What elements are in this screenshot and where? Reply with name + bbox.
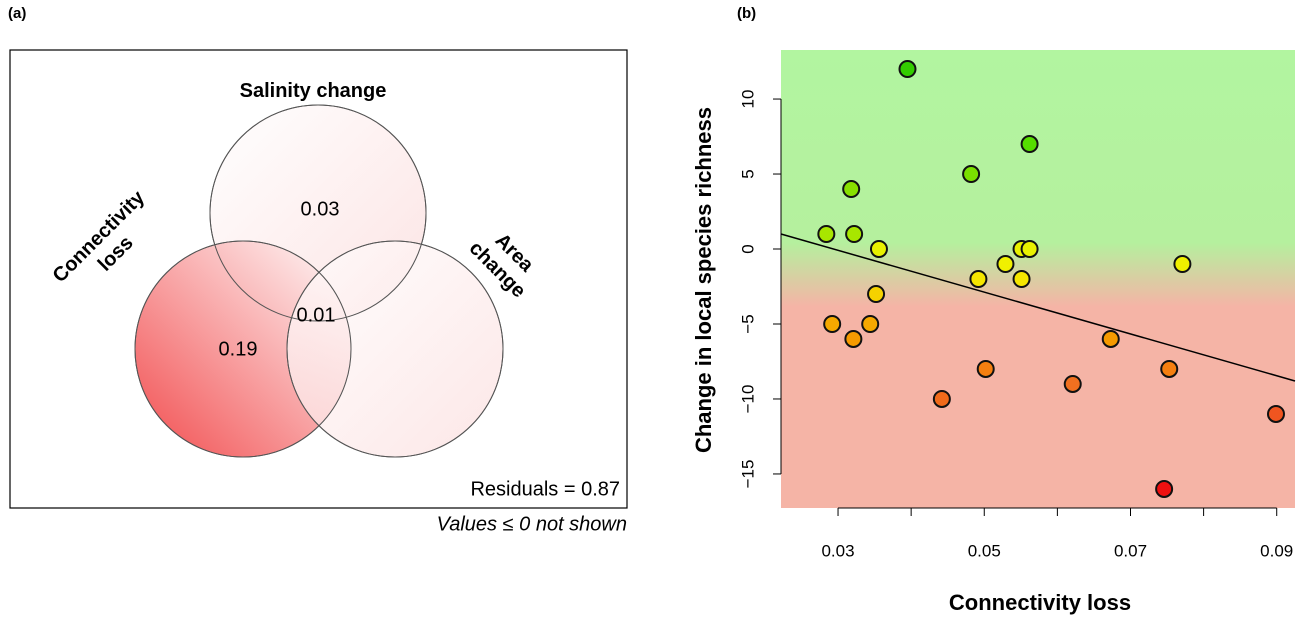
plot-background	[781, 50, 1295, 508]
x-tick-label: 0.09	[1260, 541, 1293, 560]
venn-outline	[134, 240, 352, 458]
venn-frame	[9, 49, 628, 509]
venn-outline	[286, 240, 504, 458]
point	[932, 389, 951, 408]
point	[1155, 479, 1174, 498]
scatter-panel: 0.03 0.05 0.07 0.09 −15 −10 −5 0 5 10 Connectivity…	[691, 50, 1296, 615]
note: Values ≤ 0 not shown	[437, 513, 627, 535]
point	[996, 255, 1015, 274]
point	[976, 359, 995, 378]
region-value: 0.01	[297, 304, 336, 326]
panel-label: (a)	[8, 5, 26, 22]
set-label: Salinity change	[240, 80, 387, 102]
y-tick-label: 10	[738, 90, 757, 109]
set-label-line: Connectivity	[49, 186, 150, 287]
venn-outline	[209, 104, 427, 322]
x-tick-label: 0.05	[968, 541, 1001, 560]
y-axis-label: Change in local species richness	[691, 107, 716, 453]
point	[867, 284, 886, 303]
point	[817, 225, 836, 244]
point	[842, 180, 861, 199]
point	[1063, 374, 1082, 393]
x-tick-label: 0.03	[821, 541, 854, 560]
y-tick-label: 5	[738, 169, 757, 178]
point	[1160, 359, 1179, 378]
y-tick-label: 0	[738, 244, 757, 253]
set-label: Connectivityloss	[49, 186, 167, 304]
trend-line	[780, 233, 1296, 382]
point	[869, 240, 888, 259]
point	[1012, 270, 1031, 288]
venn-circle	[286, 240, 504, 458]
point	[962, 165, 981, 184]
x-tick-label: 0.07	[1114, 541, 1147, 560]
point	[844, 329, 863, 348]
point	[1173, 255, 1192, 274]
point	[969, 270, 988, 288]
point	[1020, 240, 1039, 259]
point	[845, 225, 864, 244]
y-tick-label: −10	[738, 385, 757, 414]
panel-label: (b)	[737, 5, 756, 22]
point	[1020, 135, 1039, 154]
set-label-line: Salinity change	[240, 80, 387, 102]
point	[1101, 329, 1120, 348]
y-tick-label: −15	[738, 460, 757, 489]
point	[1266, 404, 1285, 423]
residuals-label: Residuals = 0.87	[470, 478, 620, 500]
x-axis-label: Connectivity loss	[949, 590, 1131, 615]
y-tick-label: −5	[738, 314, 757, 333]
region-value: 0.19	[219, 338, 258, 360]
point	[861, 314, 880, 333]
region-value: 0.03	[301, 198, 340, 220]
point	[898, 60, 917, 79]
point	[823, 314, 842, 333]
